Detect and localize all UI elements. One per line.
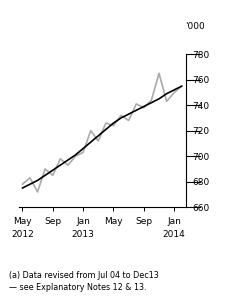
Text: 2013: 2013 [71, 230, 94, 239]
Text: May: May [13, 217, 32, 226]
Text: 2014: 2014 [162, 230, 185, 239]
Text: Jan: Jan [76, 217, 90, 226]
Text: (a) Data revised from Jul 04 to Dec13: (a) Data revised from Jul 04 to Dec13 [9, 271, 158, 280]
Text: Sep: Sep [44, 217, 61, 226]
Text: 2012: 2012 [11, 230, 33, 239]
Text: May: May [104, 217, 122, 226]
Text: '000: '000 [185, 22, 204, 31]
Text: — see Explanatory Notes 12 & 13.: — see Explanatory Notes 12 & 13. [9, 283, 146, 292]
Text: Sep: Sep [135, 217, 152, 226]
Text: Jan: Jan [167, 217, 180, 226]
